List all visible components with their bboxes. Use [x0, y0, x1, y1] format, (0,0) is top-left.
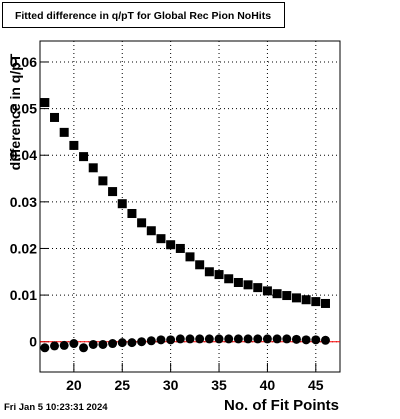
point [79, 343, 89, 353]
point [108, 187, 118, 197]
point [224, 274, 234, 284]
point [88, 339, 98, 349]
point [69, 140, 79, 150]
point [50, 112, 60, 122]
point [320, 298, 330, 308]
point [301, 335, 311, 345]
point [59, 340, 69, 350]
point [291, 334, 301, 344]
x-tick-label: 35 [211, 377, 227, 393]
y-tick-label: 0.01 [10, 287, 37, 303]
x-axis-label: No. of Fit Points [224, 397, 339, 414]
y-tick-label: 0 [29, 334, 37, 350]
point [79, 152, 89, 162]
x-tick-label: 25 [114, 377, 130, 393]
point [282, 334, 292, 344]
point [291, 293, 301, 303]
point [175, 334, 185, 344]
point [137, 218, 147, 228]
point [137, 337, 147, 347]
point [233, 277, 243, 287]
point [272, 334, 282, 344]
point [243, 334, 253, 344]
point [204, 334, 214, 344]
point [185, 334, 195, 344]
point [69, 339, 79, 349]
point [108, 339, 118, 349]
point [282, 291, 292, 301]
point [233, 334, 243, 344]
point [166, 335, 176, 345]
point [117, 338, 127, 348]
point [127, 338, 137, 348]
point [204, 267, 214, 277]
point [127, 208, 137, 218]
point [88, 163, 98, 173]
point [117, 199, 127, 209]
point [175, 243, 185, 253]
point [224, 334, 234, 344]
point [301, 295, 311, 305]
point [262, 334, 272, 344]
point [146, 226, 156, 236]
y-tick-label: 0.02 [10, 240, 37, 256]
y-tick-label: 0.05 [10, 101, 37, 117]
point [243, 280, 253, 290]
point [214, 334, 224, 344]
point [253, 334, 263, 344]
point [98, 176, 108, 186]
point [320, 335, 330, 345]
point [272, 289, 282, 299]
y-axis-label: difference in q/pT [7, 53, 23, 170]
point [195, 334, 205, 344]
point [195, 260, 205, 270]
x-tick-label: 30 [163, 377, 179, 393]
point [50, 341, 60, 351]
footer: Fri Jan 5 10:23:31 2024 [4, 402, 108, 413]
point [59, 127, 69, 137]
point [311, 335, 321, 345]
chart-title: Fitted difference in q/pT for Global Rec… [15, 10, 271, 22]
point [262, 286, 272, 296]
point [146, 336, 156, 346]
point [253, 283, 263, 293]
point [156, 335, 166, 345]
x-tick-label: 20 [66, 377, 82, 393]
point [40, 343, 50, 353]
point [40, 98, 50, 108]
y-tick-label: 0.04 [10, 147, 37, 163]
plot-frame [39, 40, 341, 373]
point [214, 270, 224, 280]
point [166, 240, 176, 250]
title-box [2, 2, 285, 28]
point [185, 252, 195, 262]
x-tick-label: 40 [260, 377, 276, 393]
point [156, 234, 166, 244]
x-tick-label: 45 [308, 377, 324, 393]
y-tick-label: 0.03 [10, 194, 37, 210]
point [311, 297, 321, 307]
y-tick-label: 0.06 [10, 54, 37, 70]
point [98, 339, 108, 349]
